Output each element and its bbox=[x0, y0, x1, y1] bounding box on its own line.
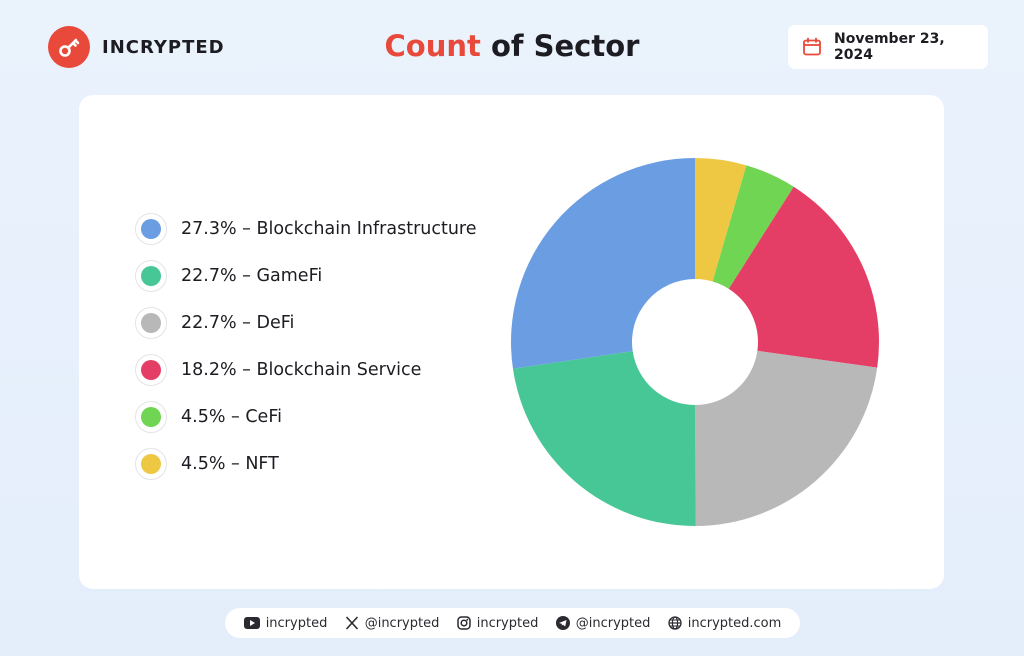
legend-swatch bbox=[141, 359, 161, 380]
brand-logo[interactable]: INCRYPTED bbox=[48, 26, 225, 68]
footer-youtube-label: incrypted bbox=[265, 615, 328, 631]
legend-item-nft: 4.5% – NFT bbox=[135, 440, 477, 487]
legend-item-blockchain-service: 18.2% – Blockchain Service bbox=[135, 346, 477, 393]
legend-item-cefi: 4.5% – CeFi bbox=[135, 393, 477, 440]
pie-slice-nft bbox=[695, 158, 747, 282]
legend-label: 27.3% – Blockchain Infrastructure bbox=[181, 218, 477, 239]
brand-name: INCRYPTED bbox=[102, 36, 225, 58]
legend-swatch bbox=[141, 406, 161, 427]
footer-telegram-label: @incrypted bbox=[575, 615, 651, 631]
youtube-icon bbox=[243, 617, 260, 629]
title-highlight: Count bbox=[384, 29, 481, 63]
legend-label: 4.5% – NFT bbox=[181, 453, 279, 474]
legend-label: 22.7% – GameFi bbox=[181, 265, 323, 286]
footer-website-link[interactable]: incrypted.com bbox=[668, 615, 782, 631]
pie-slice-defi bbox=[695, 350, 878, 526]
date-badge: November 23, 2024 bbox=[788, 25, 988, 69]
pie-slice-blockchain-infrastructure bbox=[511, 158, 695, 369]
legend-label: 18.2% – Blockchain Service bbox=[181, 359, 422, 380]
calendar-icon bbox=[802, 37, 822, 57]
x-icon bbox=[345, 616, 359, 630]
key-icon bbox=[48, 26, 90, 68]
instagram-icon bbox=[456, 616, 471, 630]
telegram-icon bbox=[555, 616, 570, 630]
legend-swatch bbox=[141, 312, 161, 333]
legend-label: 4.5% – CeFi bbox=[181, 406, 282, 427]
pie-slice-blockchain-service bbox=[728, 186, 879, 368]
title-rest: of Sector bbox=[480, 29, 640, 63]
pie-slice-gamefi bbox=[512, 351, 696, 526]
legend-swatch bbox=[141, 453, 161, 474]
footer-x-link[interactable]: @incrypted bbox=[345, 615, 440, 631]
globe-icon bbox=[668, 616, 682, 630]
legend-item-defi: 22.7% – DeFi bbox=[135, 299, 477, 346]
legend-swatch bbox=[141, 265, 161, 286]
header: INCRYPTED Count of Sector November 23, 2… bbox=[0, 0, 1024, 95]
legend-item-gamefi: 22.7% – GameFi bbox=[135, 252, 477, 299]
footer-youtube-link[interactable]: incrypted bbox=[243, 615, 328, 631]
footer-website-label: incrypted.com bbox=[687, 615, 782, 631]
donut-chart bbox=[511, 158, 879, 526]
legend-label: 22.7% – DeFi bbox=[181, 312, 295, 333]
pie-slice-cefi bbox=[712, 165, 794, 289]
legend-swatch bbox=[141, 218, 161, 239]
footer-instagram-label: incrypted bbox=[476, 615, 539, 631]
page-title: Count of Sector bbox=[0, 29, 1024, 63]
chart-legend: 27.3% – Blockchain Infrastructure 22.7% … bbox=[135, 205, 477, 487]
date-text: November 23, 2024 bbox=[834, 31, 945, 63]
footer-instagram-link[interactable]: incrypted bbox=[456, 615, 539, 631]
legend-item-blockchain-infrastructure: 27.3% – Blockchain Infrastructure bbox=[135, 205, 477, 252]
footer-x-label: @incrypted bbox=[364, 615, 440, 631]
social-footer: incrypted @incrypted incrypted @incrypte… bbox=[225, 608, 800, 638]
footer-telegram-link[interactable]: @incrypted bbox=[555, 615, 651, 631]
